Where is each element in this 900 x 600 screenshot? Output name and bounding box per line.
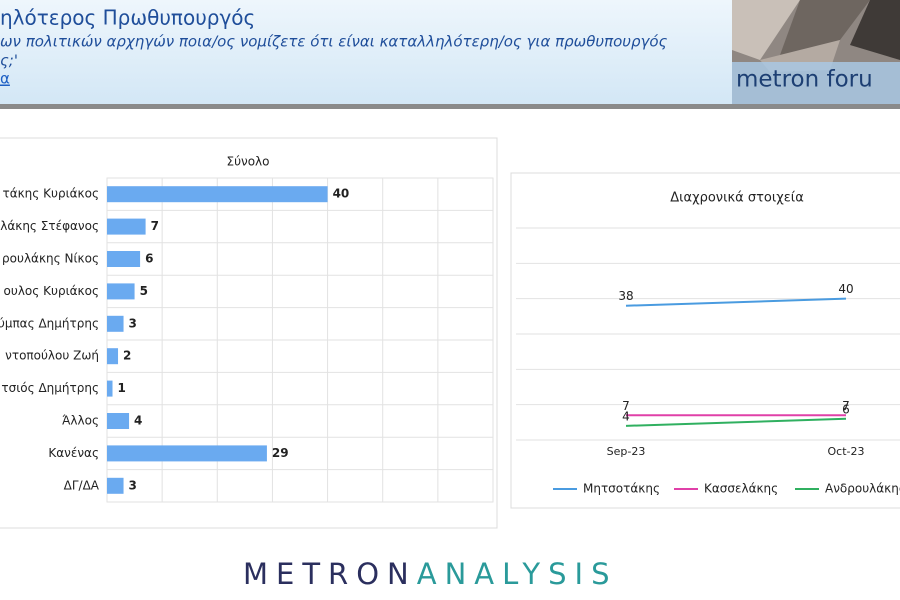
category-label: ουλος Κυριάκος <box>4 284 99 298</box>
bar <box>107 283 135 300</box>
panel-right <box>510 172 900 509</box>
bar <box>107 186 328 203</box>
chart-title: Σύνολο <box>226 155 269 169</box>
bar <box>107 348 119 365</box>
category-label: ντοπούλου Ζωή <box>5 349 99 363</box>
brand-2: ANALYSIS <box>417 557 618 591</box>
logo-image <box>732 0 900 104</box>
value-label: 7 <box>151 219 159 233</box>
data-label: 7 <box>622 399 630 413</box>
bar <box>107 380 113 397</box>
header-shadow <box>0 104 900 109</box>
bar <box>107 477 124 494</box>
value-label: 1 <box>118 381 126 395</box>
value-label: 40 <box>333 187 350 201</box>
x-tick-label: Oct-23 <box>828 445 865 458</box>
value-label: 4 <box>134 414 142 428</box>
footer-brand: METRONANALYSIS <box>243 557 618 591</box>
category-label: Άλλος <box>62 414 99 428</box>
category-label: ΔΓ/ΔΑ <box>64 478 100 492</box>
link[interactable]: α <box>0 70 10 88</box>
bar <box>107 413 130 429</box>
value-label: 2 <box>123 349 131 363</box>
data-label: 6 <box>842 402 850 416</box>
series-line <box>625 297 847 307</box>
legend-label: Ανδρουλάκης <box>825 482 900 496</box>
bar <box>107 445 267 462</box>
question-end: ς;' <box>0 52 18 70</box>
legend-label: Μητσοτάκης <box>583 482 660 496</box>
data-label: 4 <box>622 409 630 423</box>
data-label: 7 <box>842 399 850 413</box>
bar <box>107 251 141 267</box>
category-label: ύμπας Δημήτρης <box>0 316 99 330</box>
panel-left <box>0 137 498 529</box>
data-label: 38 <box>618 289 633 303</box>
data-label: 40 <box>838 282 853 296</box>
category-label: ρουλάκης Νίκος <box>2 252 99 266</box>
logo-text: metron foru <box>736 67 873 93</box>
bar <box>107 218 146 235</box>
brand-1: METRON <box>243 557 417 591</box>
value-label: 29 <box>272 446 289 460</box>
value-label: 5 <box>140 284 148 298</box>
page-title: ηλότερος Πρωθυπουργός <box>0 6 255 30</box>
value-label: 6 <box>145 252 153 266</box>
bar <box>107 315 124 332</box>
series-line <box>625 417 847 427</box>
x-tick-label: Sep-23 <box>607 445 646 458</box>
legend-label: Κασσελάκης <box>704 482 778 496</box>
question: ων πολιτικών αρχηγών ποια/ος νομίζετε ότ… <box>0 33 668 51</box>
category-label: τσιός Δημήτρης <box>1 381 99 395</box>
category-label: τάκης Κυριάκος <box>2 187 99 201</box>
category-label: λάκης Στέφανος <box>0 219 99 233</box>
chart-title: Διαχρονικά στοιχεία <box>670 191 804 206</box>
category-label: Κανένας <box>48 446 99 460</box>
value-label: 3 <box>129 478 137 492</box>
value-label: 3 <box>129 316 137 330</box>
